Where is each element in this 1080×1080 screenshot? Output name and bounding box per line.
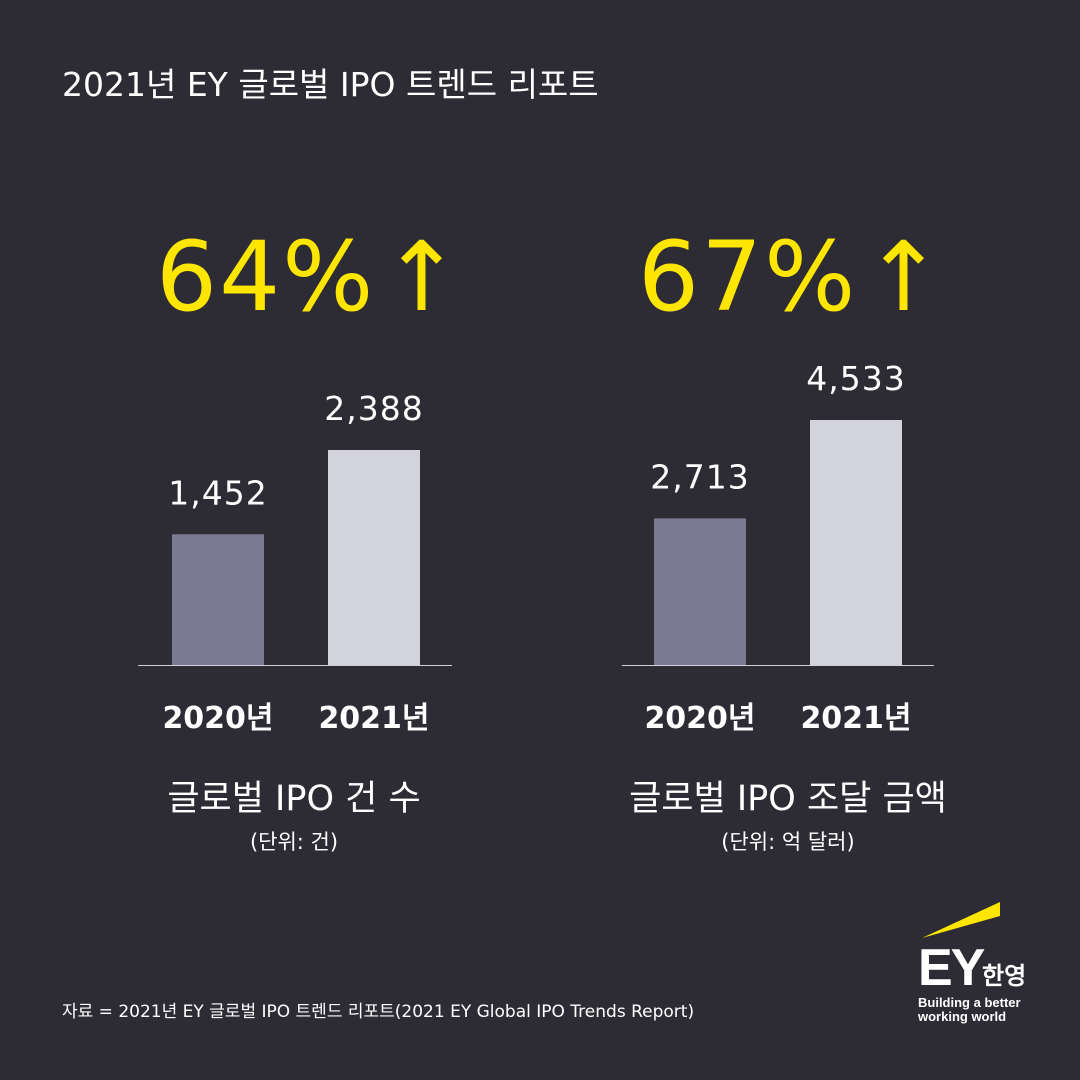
category-label: 2021년 bbox=[318, 701, 429, 736]
logo-beam-icon bbox=[922, 902, 1000, 938]
category-label: 2020년 bbox=[644, 701, 755, 736]
growth-indicator: 67% ↑ bbox=[638, 221, 946, 333]
logo-tagline-line1: Building a better bbox=[918, 995, 1021, 1010]
growth-value: 64% bbox=[156, 221, 376, 333]
up-arrow-icon: ↑ bbox=[381, 221, 464, 333]
logo-tagline-line2: working world bbox=[918, 1009, 1007, 1024]
logo-korean: 한영 bbox=[982, 962, 1027, 990]
logo-wordmark: EY bbox=[918, 939, 985, 997]
bar-2 bbox=[328, 450, 420, 665]
logo-tagline: Building a better working world bbox=[918, 996, 1021, 1024]
growth-indicator: 64% ↑ bbox=[156, 221, 464, 333]
unit-label: (단위: 억 달러) bbox=[721, 830, 855, 854]
value-label: 1,452 bbox=[168, 473, 267, 512]
value-label: 2,713 bbox=[650, 457, 749, 496]
up-arrow-icon: ↑ bbox=[863, 221, 946, 333]
chart-panel-ipo-count: 64% ↑ 1,452 2020년 2,388 2021년 글로벌 IPO 건 수 (… bbox=[138, 221, 464, 854]
bar-1 bbox=[172, 534, 264, 665]
chart-panel-ipo-proceeds: 67% ↑ 2,713 2020년 4,533 2021년 글로벌 IPO 조달 금액… bbox=[540, 0, 1080, 1080]
source-note: 자료 = 2021년 EY 글로벌 IPO 트렌드 리포트(2021 EY Gl… bbox=[62, 1002, 695, 1022]
page-title: 2021년 EY 글로벌 IPO 트렌드 리포트 bbox=[62, 65, 599, 104]
value-label: 2,388 bbox=[324, 389, 423, 428]
bar-chart-ipo-count: 1,452 2020년 2,388 2021년 bbox=[138, 389, 452, 736]
category-label: 2020년 bbox=[162, 701, 273, 736]
unit-label: (단위: 건) bbox=[249, 830, 339, 854]
chart-title: 글로벌 IPO 건 수 bbox=[167, 779, 421, 819]
bar-chart-ipo-proceeds: 2,713 2020년 4,533 2021년 bbox=[622, 359, 934, 736]
growth-value: 67% bbox=[638, 221, 858, 333]
bar-2 bbox=[810, 420, 902, 665]
chart-title: 글로벌 IPO 조달 금액 bbox=[629, 779, 947, 819]
value-label: 4,533 bbox=[806, 359, 905, 398]
category-label: 2021년 bbox=[800, 701, 911, 736]
bar-1 bbox=[654, 518, 746, 665]
ey-logo: EY 한영 Building a better working world bbox=[918, 902, 1038, 1032]
